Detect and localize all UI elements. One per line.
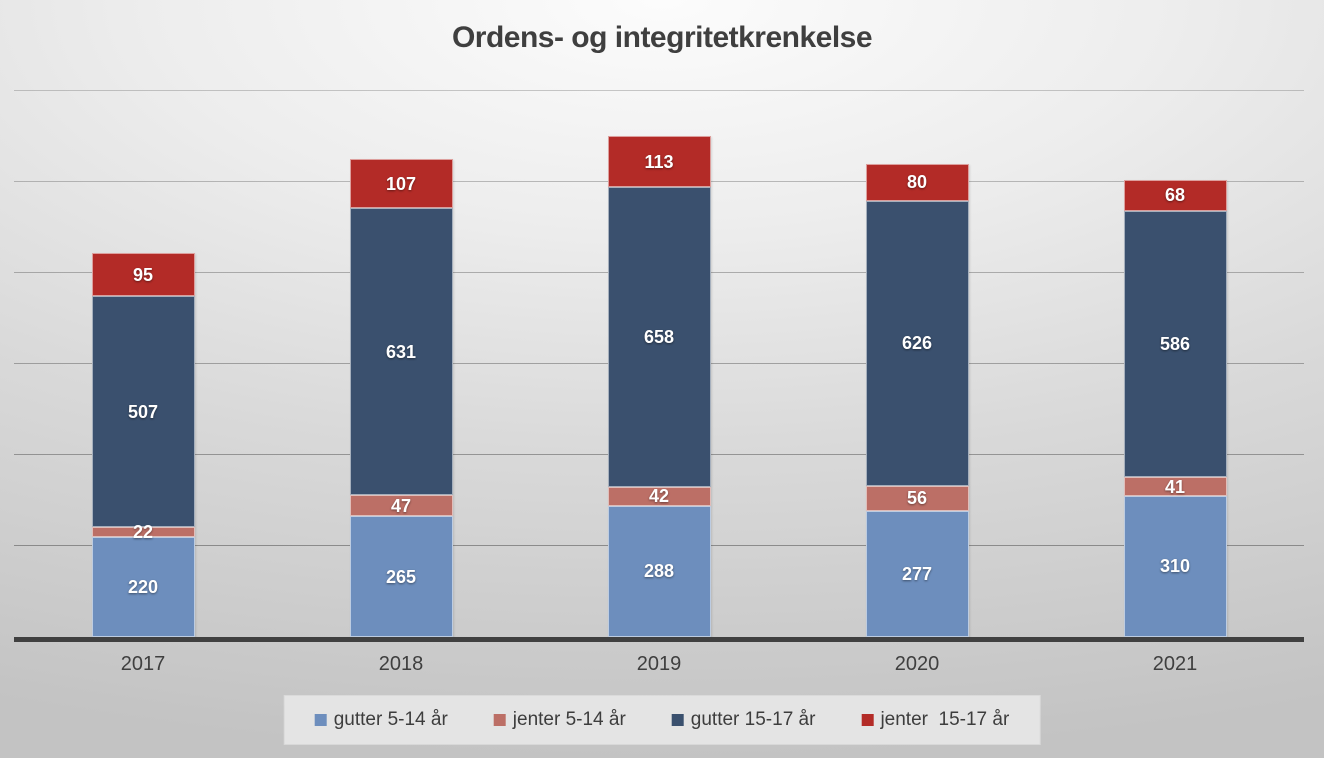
bar-segment-label: 265 bbox=[385, 566, 417, 587]
bar-segment: 277 bbox=[865, 510, 969, 637]
legend-item: gutter 5-14 år bbox=[314, 709, 448, 731]
legend-label: jenter 5-14 år bbox=[512, 709, 626, 730]
bar-segment: 22 bbox=[91, 523, 195, 541]
bar-segment-label: 277 bbox=[901, 563, 933, 584]
bar-group-2020: 80 626 56 277 bbox=[865, 164, 969, 637]
x-axis-line bbox=[14, 637, 1304, 642]
legend-item: gutter 15-17 år bbox=[671, 709, 816, 731]
legend-swatch-icon bbox=[861, 714, 874, 726]
bar-segment-label: 626 bbox=[901, 333, 933, 354]
bar-segment: 310 bbox=[1123, 495, 1227, 637]
bar-group-2021: 68 586 41 310 bbox=[1123, 179, 1227, 637]
x-axis-label: 2019 bbox=[636, 653, 682, 675]
bar-segment-label: 41 bbox=[1164, 476, 1186, 497]
bar-segment-label: 310 bbox=[1159, 556, 1191, 577]
bar-segment: 631 bbox=[349, 207, 453, 496]
plot-area: 95 507 22 220 107 631 47 265 113 658 42 288 80 626 56 2… bbox=[14, 90, 1304, 642]
bar-segment: 56 bbox=[865, 485, 969, 511]
legend-label: gutter 15-17 år bbox=[690, 709, 816, 730]
bar-segment: 220 bbox=[91, 536, 195, 637]
legend-label: gutter 5-14 år bbox=[333, 709, 448, 730]
bar-segment: 95 bbox=[91, 253, 195, 297]
chart-title: Ordens- og integritetkrenkelse bbox=[451, 21, 873, 54]
bar-group-2018: 107 631 47 265 bbox=[349, 159, 453, 637]
bar-segment-label: 288 bbox=[643, 561, 675, 582]
bar-segment: 586 bbox=[1123, 210, 1227, 478]
bar-segment-label: 80 bbox=[906, 172, 928, 193]
bar-segment: 47 bbox=[349, 495, 453, 517]
bar-segment: 265 bbox=[349, 516, 453, 637]
x-axis-label: 2020 bbox=[894, 653, 940, 675]
bar-segment: 507 bbox=[91, 296, 195, 527]
bar-segment: 107 bbox=[349, 159, 453, 208]
bar-segment-label: 658 bbox=[643, 327, 675, 348]
x-axis-label: 2021 bbox=[1152, 653, 1198, 675]
legend-item: jenter 5-14 år bbox=[493, 709, 626, 731]
bar-segment-label: 586 bbox=[1159, 334, 1191, 354]
bar-segment: 68 bbox=[1123, 179, 1227, 211]
x-axis-label: 2018 bbox=[378, 653, 424, 675]
bar-segment-label: 95 bbox=[132, 264, 154, 285]
bar-segment: 42 bbox=[607, 486, 711, 507]
bar-segment-label: 107 bbox=[385, 173, 417, 194]
bar-segment-label: 113 bbox=[644, 151, 674, 172]
bar-segment: 288 bbox=[607, 505, 711, 637]
x-axis-label: 2017 bbox=[120, 653, 166, 675]
legend-swatch-icon bbox=[671, 714, 684, 726]
bar-segment: 658 bbox=[607, 187, 711, 487]
legend-item: jenter 15-17 år bbox=[861, 709, 1009, 731]
x-axis-labels: 2017 2018 2019 2020 2021 bbox=[14, 653, 1304, 676]
legend-swatch-icon bbox=[314, 714, 327, 726]
legend-label: jenter 15-17 år bbox=[880, 709, 1010, 730]
bars-row: 95 507 22 220 107 631 47 265 113 658 42 288 80 626 56 2… bbox=[14, 91, 1304, 637]
bar-segment-label: 56 bbox=[906, 488, 928, 509]
bar-segment-label: 22 bbox=[132, 521, 154, 542]
bar-group-2019: 113 658 42 288 bbox=[607, 136, 711, 637]
bar-segment: 80 bbox=[865, 164, 969, 201]
bar-segment-label: 220 bbox=[127, 576, 159, 597]
bar-segment-label: 68 bbox=[1164, 185, 1186, 206]
bar-group-2017: 95 507 22 220 bbox=[91, 253, 195, 637]
bar-segment-label: 42 bbox=[648, 486, 670, 507]
legend-swatch-icon bbox=[493, 714, 506, 726]
bar-segment-label: 507 bbox=[127, 401, 159, 422]
bar-segment-label: 631 bbox=[385, 341, 417, 362]
gridline bbox=[14, 90, 1304, 91]
bar-segment: 626 bbox=[865, 200, 969, 486]
bar-segment: 113 bbox=[607, 136, 711, 188]
legend: gutter 5-14 år jenter 5-14 år gutter 15-17… bbox=[284, 696, 1040, 744]
bar-segment-label: 47 bbox=[390, 495, 412, 516]
bar-segment: 41 bbox=[1123, 476, 1227, 497]
